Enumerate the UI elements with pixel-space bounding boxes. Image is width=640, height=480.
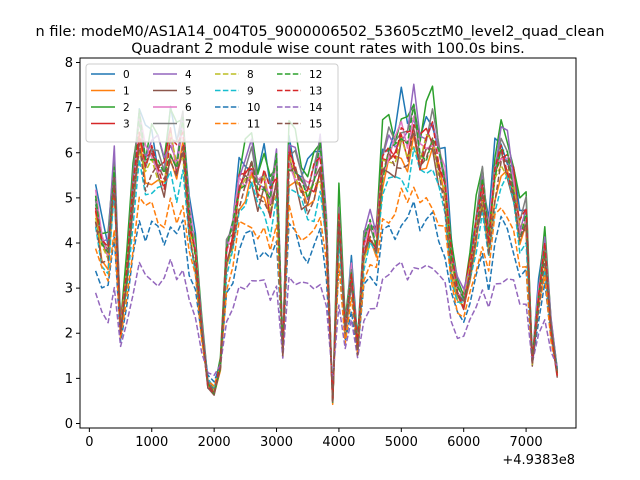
legend-label-10: 10 — [247, 102, 260, 114]
legend-label-5: 5 — [185, 86, 192, 98]
y-tick-label: 3 — [65, 282, 73, 297]
legend-label-13: 13 — [309, 86, 322, 98]
legend-label-11: 11 — [247, 119, 260, 131]
y-axis: 0 1 2 3 4 5 6 7 8 — [65, 56, 80, 432]
y-tick-label: 5 — [65, 191, 73, 206]
legend-label-8: 8 — [247, 69, 254, 81]
y-tick-label: 1 — [65, 372, 73, 387]
legend-label-9: 9 — [247, 86, 254, 98]
legend-label-1: 1 — [123, 86, 130, 98]
x-axis: 0 1000 2000 3000 4000 5000 6000 7000 — [85, 428, 543, 450]
legend-label-0: 0 — [123, 69, 130, 81]
x-tick-label: 4000 — [322, 435, 355, 450]
x-offset-label: +4.9383e8 — [502, 453, 575, 468]
y-tick-label: 4 — [65, 237, 73, 252]
series-line-9 — [94, 147, 559, 397]
legend-label-6: 6 — [185, 102, 192, 114]
legend-label-14: 14 — [309, 102, 323, 114]
series-line-12 — [94, 103, 559, 404]
x-tick-label: 0 — [85, 435, 93, 450]
y-tick-label: 8 — [65, 56, 73, 71]
x-tick-label: 7000 — [510, 435, 543, 450]
legend-label-12: 12 — [309, 69, 322, 81]
legend-box — [85, 63, 339, 143]
x-tick-label: 6000 — [447, 435, 480, 450]
legend-label-15: 15 — [309, 119, 322, 131]
legend-label-4: 4 — [185, 69, 192, 81]
y-tick-label: 7 — [65, 101, 73, 116]
legend-label-7: 7 — [185, 119, 192, 131]
series-line-14 — [94, 258, 558, 382]
legend-label-2: 2 — [123, 102, 130, 114]
series-line-15 — [94, 126, 559, 403]
y-tick-label: 6 — [65, 146, 73, 161]
chart-title: Quadrant 2 module wise count rates with … — [131, 41, 525, 57]
y-tick-label: 0 — [65, 417, 73, 432]
x-tick-label: 5000 — [385, 435, 418, 450]
series-line-11 — [94, 186, 559, 393]
legend-label-3: 3 — [123, 119, 130, 131]
x-tick-label: 3000 — [260, 435, 293, 450]
x-tick-label: 1000 — [135, 435, 168, 450]
series-line-10 — [94, 200, 559, 387]
y-tick-label: 2 — [65, 327, 73, 342]
x-tick-label: 2000 — [198, 435, 231, 450]
figure-suptitle: n file: modeM0/AS1A14_004T05_9000006502_… — [36, 24, 605, 40]
